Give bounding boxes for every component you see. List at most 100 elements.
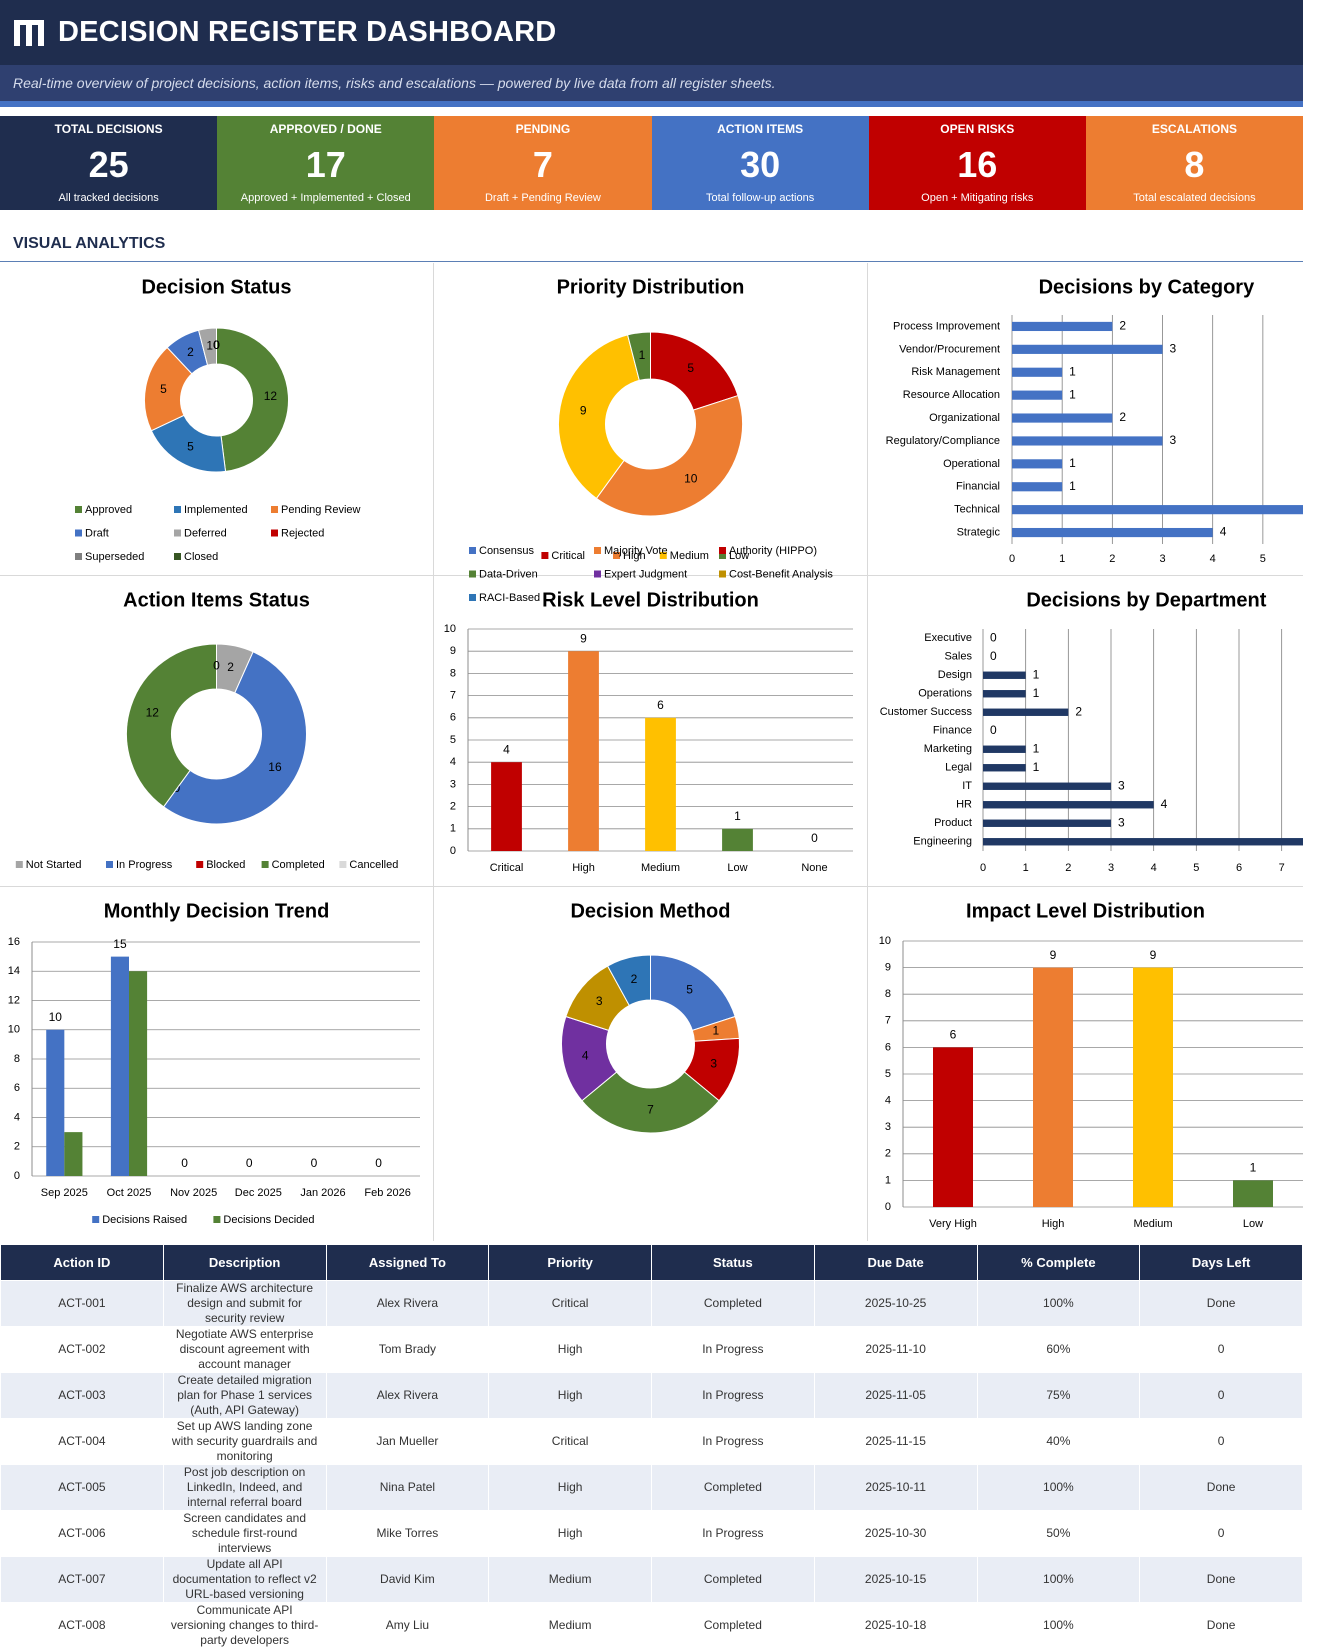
table-cell: Critical (488, 1280, 652, 1327)
table-cell: ACT-003 (0, 1372, 164, 1419)
data-label: 0 (311, 1156, 318, 1170)
table-cell: Jan Mueller (325, 1418, 490, 1465)
bar (46, 1029, 65, 1176)
table-row: ACT-003 Create detailed migration plan fo… (0, 1372, 1303, 1419)
bar (1012, 344, 1163, 354)
section-title: VISUAL ANALYTICS (0, 210, 1303, 262)
y-tick-label: Marketing (924, 743, 972, 755)
table-cell: ACT-001 (0, 1280, 164, 1327)
data-label: 3 (1118, 778, 1125, 792)
kpi-value: 17 (305, 144, 346, 185)
x-tick-label: Low (1243, 1218, 1263, 1230)
table-cell: Screen candidates and schedule first-rou… (162, 1510, 327, 1557)
table-cell: David Kim (325, 1556, 490, 1603)
legend-swatch (271, 529, 278, 537)
x-tick-label: 3 (1108, 862, 1114, 874)
kpi-card: PENDING 7 Draft + Pending Review (434, 116, 652, 210)
data-label: 2 (1119, 319, 1126, 333)
data-label: 3 (1170, 342, 1177, 356)
legend-label: Decisions Raised (102, 1214, 187, 1226)
bar (1012, 505, 1303, 515)
data-label: 1 (639, 348, 646, 362)
bar (1012, 390, 1063, 400)
kpi-card: TOTAL DECISIONS 25 All tracked decisions (0, 116, 218, 210)
table-cell: 0 (1139, 1372, 1303, 1419)
y-tick-label: 10 (8, 1024, 20, 1036)
data-label: 0 (990, 649, 997, 663)
y-tick-label: Resource Allocation (903, 389, 1000, 401)
x-tick-label: 3 (1159, 553, 1165, 565)
data-label: 1 (1069, 364, 1076, 378)
header-title: DECISION REGISTER DASHBOARD (58, 16, 557, 48)
table-row: ACT-006 Screen candidates and schedule fi… (0, 1510, 1303, 1557)
kpi-value: 8 (1184, 144, 1205, 185)
y-tick-label: Vendor/Procurement (899, 343, 1000, 355)
legend-swatch (613, 552, 620, 559)
column-header: Description (162, 1244, 327, 1281)
table-cell: 2025-11-05 (813, 1372, 978, 1419)
kpi-label: ACTION ITEMS (717, 122, 804, 136)
kpi-value: 30 (740, 144, 781, 185)
column-header: Days Left (1139, 1244, 1303, 1281)
x-tick-label: Critical (490, 862, 524, 874)
y-tick-label: 5 (885, 1068, 891, 1080)
kpi-label: OPEN RISKS (940, 122, 1015, 136)
bar (983, 745, 1026, 753)
legend-swatch (339, 861, 347, 868)
legend-label: RACI-Based (479, 592, 540, 604)
y-tick-label: 7 (885, 1015, 891, 1027)
bar (933, 1047, 973, 1207)
data-label: 0 (181, 1156, 188, 1170)
table-cell: 0 (1139, 1418, 1303, 1465)
y-tick-label: Product (934, 817, 972, 829)
bar (1233, 1180, 1273, 1207)
kpi-card: OPEN RISKS 16 Open + Mitigating risks (868, 116, 1086, 210)
data-label: 6 (657, 698, 664, 712)
legend-swatch (719, 570, 726, 578)
y-tick-label: Executive (924, 632, 972, 644)
kpi-value: 25 (88, 144, 129, 185)
chart-title: Monthly Decision Trend (104, 900, 330, 922)
table-cell: Amy Liu (325, 1602, 490, 1649)
y-tick-label: 10 (879, 935, 891, 947)
x-tick-label: 5 (1260, 553, 1266, 565)
y-tick-label: Customer Success (880, 706, 973, 718)
bar (64, 1132, 83, 1176)
table-cell: High (488, 1326, 652, 1373)
table-cell: Completed (651, 1556, 815, 1603)
table-cell: Update all API documentation to reflect … (162, 1556, 327, 1603)
legend-label: Cost-Benefit Analysis (729, 568, 833, 580)
x-tick-label: High (572, 862, 595, 874)
donut-segment (216, 327, 289, 472)
table-row: ACT-008 Communicate API versioning change… (0, 1602, 1303, 1649)
bar (1012, 527, 1213, 538)
legend-swatch (174, 529, 181, 537)
legend-swatch (271, 506, 278, 513)
x-tick-label: High (1042, 1218, 1065, 1230)
data-label: 0 (246, 1156, 253, 1170)
y-tick-label: 8 (14, 1053, 20, 1065)
data-label: 1 (1069, 456, 1076, 470)
table-cell: ACT-004 (0, 1418, 164, 1465)
table-cell: Completed (651, 1602, 815, 1649)
y-tick-label: 0 (885, 1201, 891, 1213)
bar (983, 690, 1026, 698)
y-tick-label: Financial (956, 481, 1000, 493)
x-tick-label: None (801, 862, 827, 874)
table-cell: 0 (1139, 1326, 1303, 1373)
column-header: Assigned To (325, 1244, 490, 1281)
column-header: Status (651, 1244, 815, 1281)
table-cell: Done (1139, 1556, 1303, 1603)
table-cell: ACT-002 (0, 1326, 164, 1373)
dashboard: DECISION REGISTER DASHBOARD Real-time ov… (0, 0, 1304, 1649)
kpi-label: APPROVED / DONE (269, 122, 382, 136)
table-cell: Medium (488, 1602, 652, 1649)
data-label: 2 (1119, 410, 1126, 424)
data-label: 9 (580, 631, 587, 645)
bar (983, 801, 1154, 809)
data-label: 1 (1033, 686, 1040, 700)
x-tick-label: 1 (1023, 862, 1029, 874)
legend-swatch (174, 553, 181, 560)
data-label: 3 (1170, 433, 1177, 447)
bar (983, 764, 1026, 772)
